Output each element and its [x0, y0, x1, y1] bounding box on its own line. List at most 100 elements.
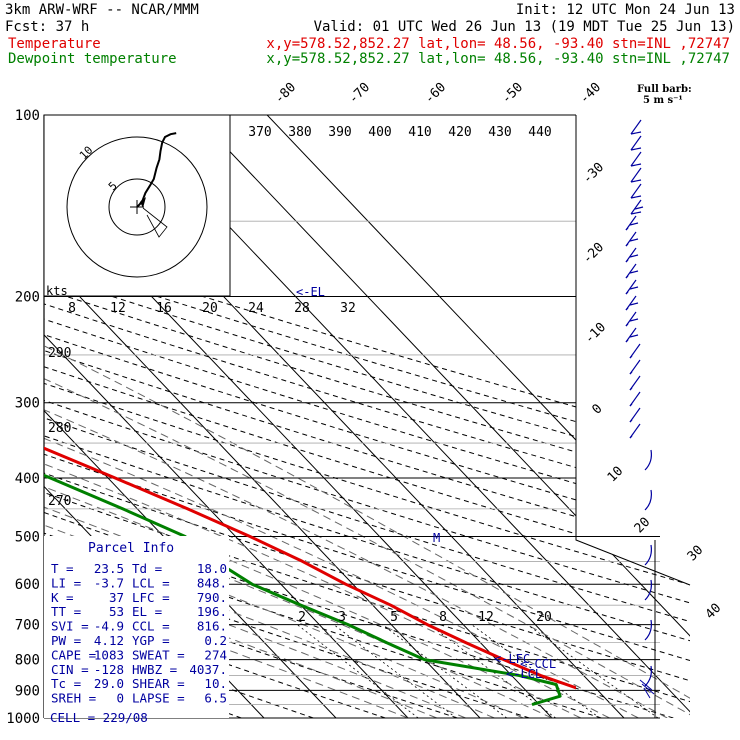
- pressure-tick-label: 1000: [6, 711, 40, 727]
- theta-left-label: 280: [48, 421, 71, 436]
- barb-key-label: Full barb:: [637, 84, 692, 95]
- parcel-info-key: YGP =: [132, 633, 170, 648]
- theta-label: 390: [328, 125, 351, 140]
- mixing-ratio-label: 20: [536, 610, 552, 625]
- wind-barb-flag: [630, 163, 642, 167]
- dewpoint-profile: [44, 473, 562, 707]
- pressure-tick-label: 100: [15, 108, 40, 124]
- wind-barb: [630, 167, 642, 183]
- wind-barb: [630, 183, 642, 199]
- dewpoint-legend-label: Dewpoint temperature: [8, 51, 177, 67]
- parcel-info-key: Td =: [132, 561, 162, 576]
- parcel-info-value: 196.: [197, 604, 227, 619]
- parcel-info-panel: Parcel Info T = 23.5 Td = 18.0 LI = -3.7 LCL =…: [44, 536, 229, 725]
- theta-label: 370: [248, 125, 271, 140]
- parcel-info-key: SHEAR =: [132, 676, 185, 691]
- parcel-info-value: -128: [94, 662, 124, 677]
- temperature-legend-label: Temperature: [8, 36, 101, 52]
- parcel-info-key: TT =: [51, 604, 81, 619]
- parcel-info-value: -3.7: [94, 575, 124, 590]
- wind-barb: [644, 544, 652, 566]
- wind-barb-flag: [629, 387, 633, 391]
- lcl-marker: <-LCL: [506, 667, 542, 681]
- parcel-info-value: 37: [109, 590, 124, 605]
- lfc-marker: <-LFC: [494, 652, 530, 666]
- mixing-ratio-label: 3: [338, 610, 346, 625]
- wind-barb: [629, 343, 641, 359]
- mixing-ratio-label: 12: [478, 610, 494, 625]
- ccl-marker: <-CCL: [520, 657, 556, 671]
- theta-left-label: 290: [48, 346, 71, 361]
- wind-barb: [625, 231, 637, 247]
- mixing-ratio-line: [382, 624, 508, 718]
- parcel-info-key: Tc =: [51, 676, 81, 691]
- wind-barb: [625, 311, 637, 327]
- wind-barb-flag: [629, 371, 633, 375]
- wind-barb: [630, 151, 642, 167]
- parcel-info-key: LFC =: [132, 590, 170, 605]
- pressure-tick-label: 300: [15, 396, 40, 412]
- theta-label: 430: [488, 125, 511, 140]
- wind-barb: [625, 279, 637, 295]
- parcel-info-value: 848.: [197, 575, 227, 590]
- mixing-ratio-label: 5: [390, 610, 398, 625]
- parcel-info-value: 6.5: [204, 691, 227, 706]
- isotherm-label: -50: [499, 80, 526, 107]
- parcel-info-key: SREH =: [51, 691, 96, 706]
- wind-barb: [630, 119, 642, 135]
- parcel-info-title: Parcel Info: [88, 541, 174, 556]
- wind-barb: [644, 619, 652, 641]
- parcel-info-value: 23.5: [94, 561, 124, 576]
- mixing-ratio-line: [527, 624, 659, 718]
- parcel-info-key: CCL =: [132, 619, 170, 634]
- wind-barb: [629, 407, 641, 423]
- theta-label: 440: [528, 125, 551, 140]
- upper-scale-label: 16: [156, 301, 172, 316]
- wind-barb: [625, 247, 637, 263]
- wind-barb-flag: [634, 206, 644, 210]
- wind-barb-flag: [625, 291, 629, 295]
- wind-barb-flag: [625, 275, 629, 279]
- wind-barb-flag: [629, 435, 633, 439]
- pressure-tick-label: 400: [15, 471, 40, 487]
- parcel-info-value: 790.: [197, 590, 227, 605]
- pressure-tick-label: 200: [15, 290, 40, 306]
- parcel-info-value: 0.2: [204, 633, 227, 648]
- wind-barb-flag: [629, 318, 639, 322]
- wind-barb-flag: [630, 147, 642, 151]
- wind-barb-flag: [625, 323, 629, 327]
- isotherm-label: -80: [272, 80, 299, 107]
- isotherm-line: [266, 115, 690, 718]
- upper-scale-label: 32: [340, 301, 356, 316]
- parcel-info-key: K =: [51, 590, 74, 605]
- wind-barb-flag: [629, 286, 639, 290]
- wind-barb-flag: [629, 355, 633, 359]
- sounding-profiles: [44, 446, 576, 707]
- moist-adiabat: [44, 296, 639, 718]
- theta-label: 380: [288, 125, 311, 140]
- parcel-info-value: 29.0: [94, 676, 124, 691]
- parcel-info-value: 4.12: [94, 633, 124, 648]
- wind-barb-flag: [629, 302, 639, 306]
- theta-left-label: 270: [48, 494, 71, 509]
- isotherm-line: [44, 115, 409, 718]
- hodograph-ring: [108, 178, 166, 236]
- temperature-profile: [44, 446, 576, 690]
- isotherm-label: 10: [605, 464, 627, 486]
- theta-label: 400: [368, 125, 391, 140]
- isotherm-line: [44, 115, 481, 718]
- pressure-tick-label: 500: [15, 529, 40, 545]
- parcel-info-value: 10.: [204, 676, 227, 691]
- isotherm-label: -40: [577, 80, 604, 107]
- wind-barb-flag: [629, 270, 639, 274]
- isotherm-label: -10: [582, 320, 609, 347]
- parcel-info-key: SWEAT =: [132, 647, 185, 662]
- wind-barb-flag: [630, 211, 642, 215]
- upper-scale-label: 12: [110, 301, 126, 316]
- hodograph: 510: [43, 114, 231, 297]
- parcel-info-key: LAPSE =: [132, 691, 185, 706]
- storm-motion-vector: [142, 207, 168, 238]
- model-title: 3km ARW-WRF -- NCAR/MMM: [5, 2, 199, 18]
- isotherm-label: 30: [685, 543, 707, 565]
